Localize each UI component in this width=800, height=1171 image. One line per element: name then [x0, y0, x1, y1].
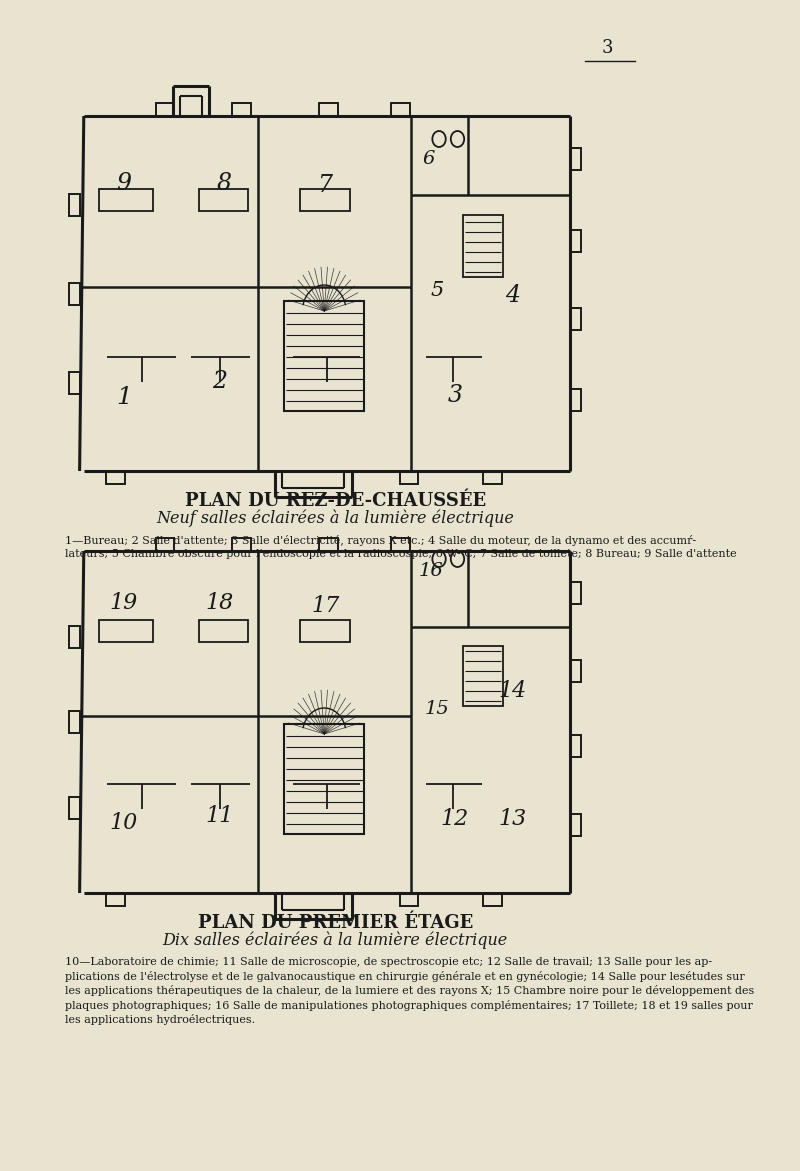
- Text: 11: 11: [206, 804, 234, 827]
- Bar: [199, 189, 248, 211]
- Text: 16: 16: [418, 562, 443, 580]
- Bar: [570, 660, 581, 682]
- Bar: [300, 189, 350, 211]
- Bar: [483, 893, 502, 906]
- Bar: [463, 215, 502, 278]
- Text: 3: 3: [602, 39, 613, 57]
- Bar: [570, 735, 581, 756]
- Bar: [106, 893, 125, 906]
- Bar: [300, 619, 350, 642]
- Bar: [156, 103, 174, 116]
- Bar: [69, 797, 79, 819]
- Text: 6: 6: [423, 150, 435, 167]
- Bar: [69, 283, 79, 304]
- Bar: [69, 194, 79, 215]
- Bar: [570, 308, 581, 330]
- Text: 12: 12: [441, 808, 469, 830]
- Text: Neuf salles éclairées à la lumière électrique: Neuf salles éclairées à la lumière élect…: [156, 509, 514, 527]
- Bar: [400, 471, 418, 484]
- Text: 9: 9: [117, 171, 131, 194]
- Bar: [232, 537, 250, 552]
- Bar: [570, 148, 581, 170]
- Bar: [284, 301, 365, 411]
- Text: 1: 1: [116, 386, 132, 410]
- Text: 2: 2: [212, 370, 227, 392]
- Bar: [69, 626, 79, 648]
- Bar: [319, 103, 338, 116]
- Bar: [99, 619, 154, 642]
- Bar: [232, 103, 250, 116]
- Bar: [284, 724, 365, 834]
- Text: 13: 13: [498, 808, 527, 830]
- Text: 10: 10: [110, 812, 138, 834]
- Bar: [199, 619, 248, 642]
- Bar: [106, 471, 125, 484]
- Text: 5: 5: [430, 281, 444, 301]
- Text: 7: 7: [318, 174, 333, 198]
- Bar: [99, 189, 154, 211]
- Text: 3: 3: [447, 384, 462, 408]
- Bar: [570, 389, 581, 411]
- Text: 8: 8: [217, 171, 232, 194]
- Bar: [400, 893, 418, 906]
- Text: 17: 17: [311, 595, 339, 617]
- Text: PLAN DU REZ-DE-CHAUSSÉE: PLAN DU REZ-DE-CHAUSSÉE: [185, 492, 486, 511]
- Bar: [156, 537, 174, 552]
- Bar: [483, 471, 502, 484]
- Text: 15: 15: [425, 700, 450, 718]
- Text: 1—Bureau; 2 Salle d'attente; 3 Salle d'électricité, rayons X etc.; 4 Salle du mo: 1—Bureau; 2 Salle d'attente; 3 Salle d'é…: [66, 535, 737, 560]
- Bar: [570, 582, 581, 604]
- Bar: [69, 711, 79, 733]
- Text: 4: 4: [506, 285, 520, 308]
- Bar: [69, 372, 79, 393]
- Text: Dix salles éclairées à la lumière électrique: Dix salles éclairées à la lumière électr…: [162, 931, 508, 949]
- Text: 10—Laboratoire de chimie; 11 Salle de microscopie, de spectroscopie etc; 12 Sall: 10—Laboratoire de chimie; 11 Salle de mi…: [66, 957, 754, 1026]
- Bar: [391, 537, 410, 552]
- Bar: [570, 814, 581, 836]
- Text: 18: 18: [206, 593, 234, 614]
- Text: PLAN DU PREMIER ÉTAGE: PLAN DU PREMIER ÉTAGE: [198, 915, 473, 932]
- Bar: [463, 646, 502, 706]
- Bar: [570, 230, 581, 252]
- Text: 19: 19: [110, 593, 138, 614]
- Bar: [391, 103, 410, 116]
- Bar: [319, 537, 338, 552]
- Text: 14: 14: [498, 680, 527, 701]
